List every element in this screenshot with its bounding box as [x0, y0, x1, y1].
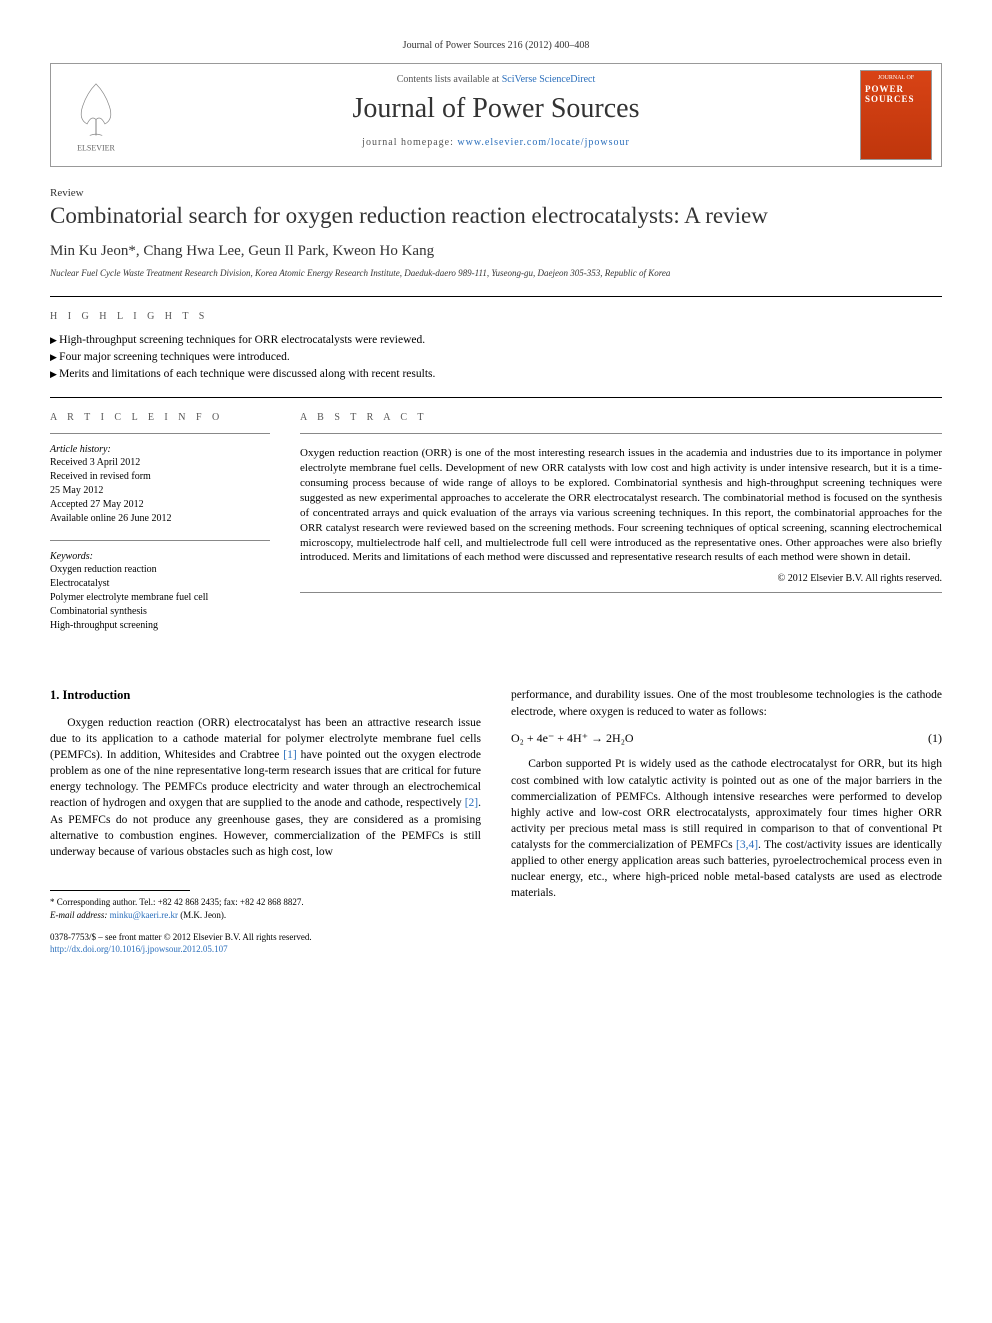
doi-link[interactable]: http://dx.doi.org/10.1016/j.jpowsour.201…	[50, 944, 228, 954]
ref-link-3-4[interactable]: [3,4]	[736, 839, 758, 851]
elsevier-logo-text: ELSEVIER	[77, 144, 115, 153]
column-left: 1. Introduction Oxygen reduction reactio…	[50, 687, 481, 955]
issn-block: 0378-7753/$ – see front matter © 2012 El…	[50, 932, 481, 955]
page-citation: Journal of Power Sources 216 (2012) 400–…	[50, 40, 942, 51]
article-title: Combinatorial search for oxygen reductio…	[50, 203, 942, 229]
highlights-section: h i g h l i g h t s High-throughput scre…	[50, 311, 942, 384]
highlight-item: Four major screening techniques were int…	[50, 349, 942, 366]
corresponding-author-footnote: * Corresponding author. Tel.: +82 42 868…	[50, 897, 481, 909]
highlights-label: h i g h l i g h t s	[50, 311, 942, 322]
divider	[50, 296, 942, 297]
footnote-separator	[50, 890, 190, 891]
sciencedirect-link[interactable]: SciVerse ScienceDirect	[502, 74, 596, 85]
ref-link-2[interactable]: [2]	[465, 797, 478, 809]
highlight-item: High-throughput screening techniques for…	[50, 332, 942, 349]
history-line: Accepted 27 May 2012	[50, 498, 270, 512]
equation-1: O₂ + 4e⁻ + 4H⁺ → 2H₂O (1)	[511, 730, 942, 747]
contents-list-line: Contents lists available at SciVerse Sci…	[141, 74, 851, 85]
equation-number: (1)	[928, 730, 942, 747]
highlights-list: High-throughput screening techniques for…	[50, 332, 942, 384]
elsevier-tree-icon: ELSEVIER	[61, 75, 131, 155]
intro-paragraph-2: performance, and durability issues. One …	[511, 687, 942, 719]
article-type: Review	[50, 187, 942, 199]
authors-line: Min Ku Jeon*, Chang Hwa Lee, Geun Il Par…	[50, 243, 942, 260]
history-line: Received in revised form	[50, 470, 270, 484]
abstract-column: a b s t r a c t Oxygen reduction reactio…	[300, 412, 942, 647]
intro-paragraph-1: Oxygen reduction reaction (ORR) electroc…	[50, 715, 481, 860]
journal-cover-thumb: JOURNAL OF POWER SOURCES	[851, 64, 941, 166]
history-line: 25 May 2012	[50, 484, 270, 498]
article-info-label: a r t i c l e i n f o	[50, 412, 270, 423]
keyword-item: Polymer electrolyte membrane fuel cell	[50, 591, 270, 605]
column-right: performance, and durability issues. One …	[511, 687, 942, 955]
publisher-logo: ELSEVIER	[51, 64, 141, 166]
keywords-label: Keywords:	[50, 551, 270, 562]
intro-paragraph-3: Carbon supported Pt is widely used as th…	[511, 756, 942, 901]
journal-header-box: ELSEVIER Contents lists available at Sci…	[50, 63, 942, 167]
highlight-item: Merits and limitations of each technique…	[50, 366, 942, 383]
history-line: Available online 26 June 2012	[50, 512, 270, 526]
ref-link-1[interactable]: [1]	[283, 749, 296, 761]
section-heading-intro: 1. Introduction	[50, 687, 481, 705]
journal-homepage-link[interactable]: www.elsevier.com/locate/jpowsour	[457, 137, 629, 148]
abstract-text: Oxygen reduction reaction (ORR) is one o…	[300, 446, 942, 565]
divider	[50, 397, 942, 398]
affiliation: Nuclear Fuel Cycle Waste Treatment Resea…	[50, 268, 942, 280]
article-history-block: Article history: Received 3 April 2012 R…	[50, 444, 270, 526]
abstract-copyright: © 2012 Elsevier B.V. All rights reserved…	[300, 573, 942, 584]
email-footnote: E-mail address: minku@kaeri.re.kr (M.K. …	[50, 910, 481, 922]
abstract-label: a b s t r a c t	[300, 412, 942, 423]
keyword-item: Oxygen reduction reaction	[50, 563, 270, 577]
history-label: Article history:	[50, 444, 270, 455]
keyword-item: High-throughput screening	[50, 619, 270, 633]
issn-line: 0378-7753/$ – see front matter © 2012 El…	[50, 932, 481, 944]
email-link[interactable]: minku@kaeri.re.kr	[110, 910, 178, 920]
journal-homepage-line: journal homepage: www.elsevier.com/locat…	[141, 137, 851, 148]
equation-formula: O₂ + 4e⁻ + 4H⁺ → 2H₂O	[511, 730, 634, 747]
keyword-item: Electrocatalyst	[50, 577, 270, 591]
keyword-item: Combinatorial synthesis	[50, 605, 270, 619]
history-line: Received 3 April 2012	[50, 456, 270, 470]
article-info-column: a r t i c l e i n f o Article history: R…	[50, 412, 270, 647]
body-two-column: 1. Introduction Oxygen reduction reactio…	[50, 687, 942, 955]
journal-title: Journal of Power Sources	[141, 93, 851, 125]
keywords-block: Keywords: Oxygen reduction reaction Elec…	[50, 551, 270, 633]
